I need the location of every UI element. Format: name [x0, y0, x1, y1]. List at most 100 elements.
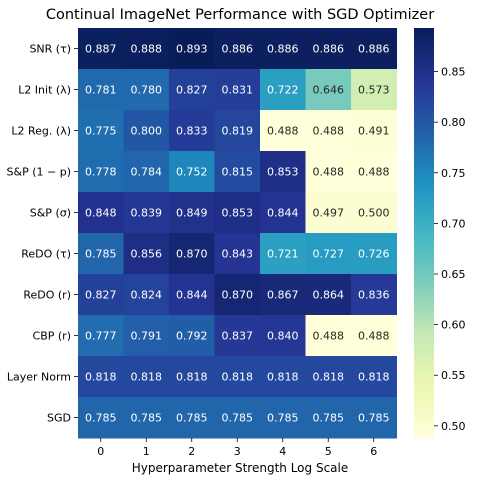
y-tick-label: ReDO (τ) — [21, 248, 71, 261]
colorbar-tick-label: 0.85 — [441, 66, 466, 79]
cell-value-label: 0.488 — [358, 330, 390, 343]
cell-value-label: 0.722 — [267, 84, 299, 97]
cell-value-label: 0.886 — [358, 43, 390, 56]
heatmap-cell — [78, 151, 124, 193]
cell-value-label: 0.785 — [85, 248, 117, 261]
cell-value-label: 0.497 — [313, 207, 345, 220]
heatmap-cell — [214, 274, 261, 316]
heatmap-cell — [78, 28, 124, 70]
heatmap-cell — [305, 110, 352, 152]
cell-value-label: 0.836 — [358, 289, 390, 302]
y-tick-label: S&P (1 − p) — [7, 166, 71, 179]
cell-value-label: 0.727 — [313, 248, 345, 261]
heatmap-cell — [123, 274, 170, 316]
heatmap-cell — [305, 28, 352, 70]
cell-value-label: 0.870 — [222, 289, 254, 302]
y-tick-label: CBP (r) — [33, 330, 71, 343]
heatmap-cell — [123, 315, 170, 357]
cell-value-label: 0.840 — [267, 330, 299, 343]
heatmap-cells: 0.887 0.888 0.893 0.886 0.886 0.886 0.886 0.781… — [78, 28, 397, 439]
heatmap-cell — [351, 397, 397, 439]
heatmap-cell — [305, 233, 352, 275]
heatmap-cell — [214, 233, 261, 275]
cell-value-label: 0.488 — [358, 166, 390, 179]
y-tick-label: SNR (τ) — [29, 43, 71, 56]
x-axis-label: Hyperparameter Strength Log Scale — [132, 461, 348, 475]
cell-value-label: 0.827 — [85, 289, 117, 302]
heatmap-cell — [78, 192, 124, 234]
cell-value-label: 0.780 — [131, 84, 163, 97]
cell-value-label: 0.752 — [176, 166, 208, 179]
cell-value-label: 0.864 — [313, 289, 345, 302]
cell-value-label: 0.785 — [267, 412, 299, 425]
heatmap-cell — [260, 69, 306, 111]
heatmap-cell — [123, 356, 170, 398]
cell-value-label: 0.844 — [176, 289, 208, 302]
heatmap-cell — [214, 397, 261, 439]
cell-value-label: 0.848 — [85, 207, 117, 220]
cell-value-label: 0.488 — [313, 330, 345, 343]
heatmap-cell — [214, 28, 261, 70]
cell-value-label: 0.818 — [85, 371, 117, 384]
heatmap-cell — [78, 274, 124, 316]
colorbar-tick-label: 0.55 — [441, 369, 466, 382]
cell-value-label: 0.853 — [267, 166, 299, 179]
heatmap-cell — [123, 233, 170, 275]
cell-value-label: 0.785 — [131, 412, 163, 425]
colorbar-tick-label: 0.75 — [441, 167, 466, 180]
heatmap-cell — [305, 192, 352, 234]
heatmap-cell — [78, 233, 124, 275]
cell-value-label: 0.491 — [358, 125, 390, 138]
cell-value-label: 0.777 — [85, 330, 117, 343]
cell-value-label: 0.831 — [222, 84, 254, 97]
cell-value-label: 0.488 — [267, 125, 299, 138]
cell-value-label: 0.488 — [313, 166, 345, 179]
heatmap-cell — [260, 110, 306, 152]
heatmap-cell — [351, 274, 397, 316]
heatmap-cell — [260, 192, 306, 234]
cell-value-label: 0.818 — [313, 371, 345, 384]
x-tick-label: 6 — [370, 445, 377, 458]
heatmap-cell — [214, 151, 261, 193]
heatmap-cell — [78, 110, 124, 152]
cell-value-label: 0.818 — [358, 371, 390, 384]
heatmap-cell — [214, 356, 261, 398]
heatmap-cell — [169, 192, 215, 234]
heatmap-cell — [260, 397, 306, 439]
y-tick-label: L2 Reg. (λ) — [11, 125, 71, 138]
cell-value-label: 0.785 — [313, 412, 345, 425]
cell-value-label: 0.646 — [313, 84, 345, 97]
heatmap-cell — [305, 397, 352, 439]
cell-value-label: 0.886 — [313, 43, 345, 56]
heatmap-cell — [351, 315, 397, 357]
heatmap-cell — [305, 274, 352, 316]
cell-value-label: 0.888 — [131, 43, 163, 56]
colorbar-tick-label: 0.50 — [441, 420, 466, 433]
heatmap-cell — [305, 151, 352, 193]
heatmap-cell — [169, 397, 215, 439]
heatmap-cell — [78, 397, 124, 439]
x-tick-label: 4 — [279, 445, 286, 458]
heatmap-cell — [351, 233, 397, 275]
cell-value-label: 0.819 — [222, 125, 254, 138]
cell-value-label: 0.818 — [222, 371, 254, 384]
heatmap-cell — [351, 151, 397, 193]
heatmap-cell — [169, 28, 215, 70]
cell-value-label: 0.785 — [358, 412, 390, 425]
cell-value-label: 0.818 — [267, 371, 299, 384]
x-axis-ticks: 0 1 2 3 4 5 6 — [97, 438, 377, 458]
heatmap-cell — [123, 69, 170, 111]
heatmap-cell — [169, 233, 215, 275]
cell-value-label: 0.721 — [267, 248, 299, 261]
cell-value-label: 0.818 — [131, 371, 163, 384]
cell-value-label: 0.791 — [131, 330, 163, 343]
colorbar-tick-label: 0.65 — [441, 268, 466, 281]
colorbar-tick-label: 0.80 — [441, 116, 466, 129]
cell-value-label: 0.839 — [131, 207, 163, 220]
cell-value-label: 0.893 — [176, 43, 208, 56]
heatmap-cell — [351, 28, 397, 70]
colorbar-gradient — [414, 28, 434, 438]
heatmap-cell — [351, 192, 397, 234]
cell-value-label: 0.726 — [358, 248, 390, 261]
